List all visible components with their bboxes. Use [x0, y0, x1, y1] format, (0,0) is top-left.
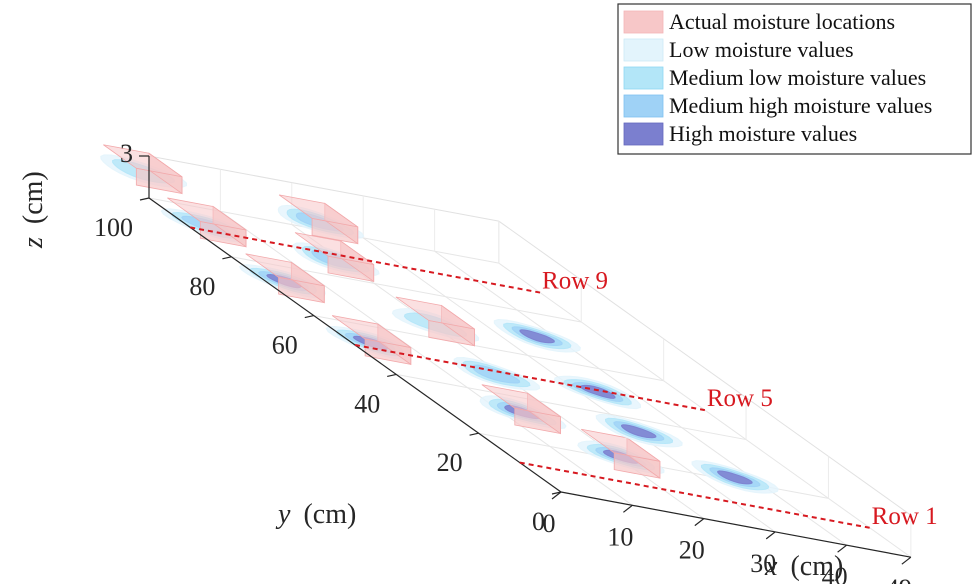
x-axis-label-unit: (cm): [790, 551, 843, 582]
legend-label-medium-low: Medium low moisture values: [669, 65, 926, 90]
actual-moisture-top: [278, 194, 359, 228]
row-markers: Row 1 Row 5 Row 9: [190, 226, 938, 530]
legend-label-low: Low moisture values: [669, 37, 854, 62]
x-tick-label: 10: [607, 522, 633, 551]
x-tick-label: 30: [750, 549, 776, 578]
row-label: Row 9: [542, 268, 608, 295]
y-axis-label-var: y: [275, 499, 291, 530]
medium-high-moisture-layer: [472, 364, 521, 384]
legend-label-actual: Actual moisture locations: [669, 9, 895, 34]
x-axis-label-var: x: [764, 551, 778, 582]
actual-moisture-top: [331, 315, 412, 348]
high-moisture-layer: [519, 329, 555, 344]
moisture-region: [577, 428, 665, 479]
z-tick-label: 3: [120, 139, 133, 168]
x-tick-mark: [837, 544, 847, 553]
high-moisture-layer: [620, 424, 657, 439]
y-tick-mark: [304, 315, 314, 319]
y-tick-label: 40: [354, 389, 380, 418]
z-axis-label: z (cm): [18, 171, 49, 249]
row-label: Row 1: [872, 503, 938, 530]
z-axis-label-var: z: [18, 237, 49, 249]
y-tick-mark: [469, 432, 479, 436]
legend-label-medium-high: Medium high moisture values: [669, 93, 932, 118]
x-axis-line: [560, 491, 911, 558]
moisture-regions: [100, 144, 779, 494]
moisture-region: [238, 253, 326, 304]
moisture-region: [493, 318, 581, 353]
moisture-region: [100, 144, 188, 195]
y-tick-label: 20: [437, 448, 463, 477]
legend-swatch-medium-high: [623, 94, 664, 118]
y-tick-mark: [551, 491, 562, 495]
actual-moisture-top: [103, 144, 183, 178]
grid-line-y: [396, 373, 747, 441]
moisture-region: [277, 194, 365, 245]
y-tick-label: 0: [532, 507, 545, 536]
x-tick-label: 49: [886, 574, 912, 584]
x-tick-mark: [694, 518, 705, 527]
z-axis-label-unit: (cm): [18, 171, 49, 224]
legend-box: [617, 3, 972, 155]
x-tick-label: 20: [679, 536, 705, 565]
x-tick-label: 0: [543, 509, 556, 538]
legend: Actual moisture locations Low moisture v…: [617, 3, 972, 155]
legend-swatch-actual: [623, 10, 664, 34]
legend-swatch-high: [623, 122, 664, 146]
moisture-region: [691, 460, 779, 494]
x-tick-label: 40: [822, 562, 848, 584]
legend-label-high: High moisture values: [669, 121, 857, 146]
moisture-region: [453, 357, 541, 391]
moisture-region: [479, 384, 567, 435]
legend-swatch-medium-low: [623, 66, 664, 90]
y-tick-mark: [387, 373, 397, 377]
moisture-region: [391, 296, 480, 347]
row-line: [519, 461, 870, 529]
y-tick-label: 100: [94, 213, 133, 242]
actual-moisture-top: [167, 197, 247, 231]
x-tick-mark: [551, 491, 562, 500]
y-axis-label: y (cm): [275, 499, 356, 530]
y-axis-label-unit: (cm): [303, 499, 356, 530]
x-tick-mark: [765, 531, 776, 540]
y-tick-mark: [222, 256, 232, 260]
moisture-region: [160, 197, 248, 248]
row-label: Row 5: [707, 385, 773, 412]
actual-moisture-top: [294, 232, 374, 266]
actual-moisture-top: [395, 296, 475, 330]
y-tick-mark: [139, 197, 150, 201]
tick-labels: 0 10 20 30 40 49 0 20 40 60 80 100 3: [94, 139, 912, 584]
grid-layer: [148, 155, 912, 558]
actual-moisture-top: [245, 253, 325, 287]
moisture-region: [325, 315, 413, 366]
legend-swatch-low: [623, 38, 664, 62]
back-wall-top-edge: [148, 155, 499, 222]
side-wall-top-edge: [498, 220, 912, 516]
moisture-region: [595, 413, 683, 448]
x-tick-mark: [623, 504, 633, 513]
y-tick-label: 60: [272, 331, 298, 360]
actual-moisture-top: [481, 384, 561, 418]
moisture-region: [553, 375, 642, 410]
x-tick-mark: [901, 556, 912, 565]
x-axis-label: x (cm): [764, 551, 843, 582]
y-tick-label: 80: [189, 272, 215, 301]
high-moisture-layer: [717, 470, 753, 485]
